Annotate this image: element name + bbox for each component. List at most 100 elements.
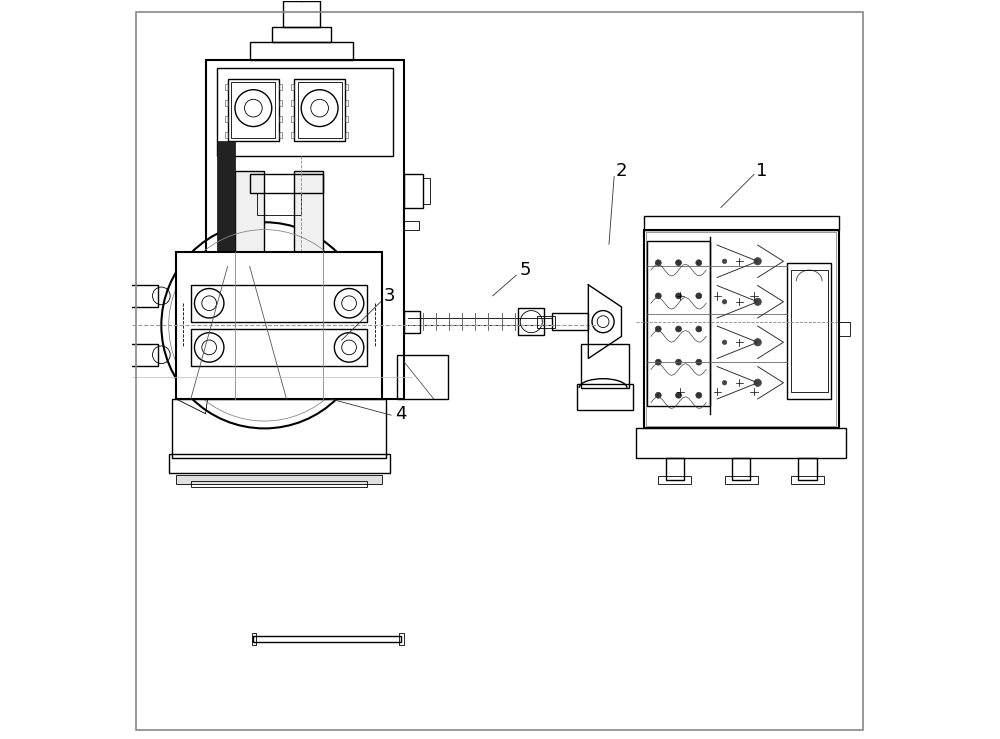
Bar (231, 82, 275, 137)
Circle shape (754, 379, 761, 386)
Bar (169, 454, 390, 472)
Bar (518, 308, 544, 335)
Circle shape (161, 222, 367, 429)
Bar (345, 132, 348, 137)
Bar (294, 171, 323, 384)
Bar (252, 633, 256, 645)
Bar (253, 636, 401, 642)
Bar (658, 476, 691, 483)
Bar (206, 61, 404, 399)
Circle shape (722, 381, 727, 385)
Bar (399, 633, 404, 645)
Bar (732, 458, 750, 480)
Bar (235, 171, 264, 384)
Bar (283, 1, 320, 27)
Bar (217, 68, 393, 156)
Bar (18, 351, 36, 395)
Bar (228, 78, 279, 141)
Bar (537, 316, 555, 327)
Bar (725, 476, 758, 483)
Bar (644, 230, 839, 429)
Bar (40, 259, 55, 296)
Text: 5: 5 (520, 261, 532, 279)
Bar (647, 241, 710, 406)
Bar (581, 344, 629, 388)
Bar (345, 100, 348, 106)
Text: 4: 4 (395, 405, 406, 423)
Circle shape (754, 258, 761, 265)
Bar (51, 358, 84, 388)
Circle shape (655, 392, 661, 398)
Bar (3, 248, 21, 307)
Bar (404, 221, 419, 230)
Bar (51, 263, 84, 292)
Bar (40, 355, 55, 392)
Circle shape (754, 338, 761, 346)
Circle shape (676, 293, 681, 299)
Circle shape (597, 316, 609, 327)
Circle shape (676, 392, 681, 398)
Circle shape (655, 326, 661, 332)
Bar (279, 100, 282, 106)
Bar (172, 399, 386, 458)
Bar (291, 116, 294, 122)
Circle shape (722, 299, 727, 304)
Circle shape (696, 359, 702, 365)
Bar (225, 100, 228, 106)
Bar (787, 263, 831, 399)
Bar (279, 84, 282, 89)
Bar (217, 141, 235, 281)
Bar (552, 313, 588, 330)
Bar (666, 458, 684, 480)
Circle shape (696, 260, 702, 266)
Circle shape (676, 326, 681, 332)
Circle shape (722, 259, 727, 264)
Bar (404, 174, 423, 208)
Circle shape (676, 359, 681, 365)
Circle shape (655, 293, 661, 299)
Bar (176, 252, 382, 399)
Bar (636, 429, 846, 458)
Circle shape (696, 392, 702, 398)
Circle shape (754, 298, 761, 305)
Bar (110, 344, 158, 366)
Bar (291, 84, 294, 89)
Circle shape (696, 293, 702, 299)
Bar (423, 178, 430, 204)
Bar (225, 116, 228, 122)
Bar (272, 27, 331, 42)
Circle shape (722, 340, 727, 344)
Circle shape (696, 326, 702, 332)
Bar (791, 476, 824, 483)
Bar (225, 132, 228, 137)
Bar (279, 116, 282, 122)
Bar (225, 84, 228, 89)
Bar (279, 132, 282, 137)
Bar (291, 132, 294, 137)
Bar (191, 285, 367, 321)
Bar (298, 82, 342, 137)
Bar (644, 217, 839, 230)
Bar (646, 232, 836, 426)
Bar (250, 174, 323, 193)
Bar (176, 474, 382, 483)
Bar (345, 84, 348, 89)
Bar (291, 100, 294, 106)
Bar (191, 329, 367, 366)
Bar (294, 78, 345, 141)
Bar (345, 116, 348, 122)
Bar (18, 256, 36, 299)
Bar (250, 42, 353, 61)
Bar (3, 344, 21, 403)
Bar (110, 285, 158, 307)
Text: 2: 2 (616, 162, 627, 180)
Circle shape (655, 260, 661, 266)
Bar (839, 321, 850, 336)
Bar (798, 458, 817, 480)
Bar (577, 384, 633, 410)
Circle shape (676, 260, 681, 266)
Text: 3: 3 (384, 287, 395, 305)
Bar (191, 481, 367, 487)
Text: 1: 1 (756, 162, 767, 180)
Bar (404, 310, 420, 333)
